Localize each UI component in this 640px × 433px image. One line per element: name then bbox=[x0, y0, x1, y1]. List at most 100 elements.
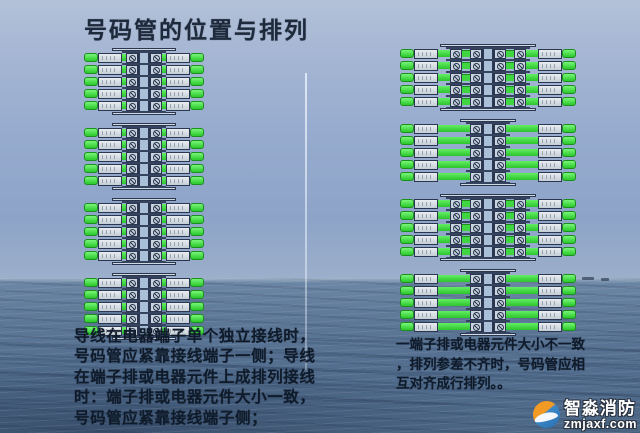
terminal-block bbox=[122, 311, 166, 326]
terminal-group bbox=[400, 269, 576, 336]
brand-logo-icon bbox=[532, 401, 560, 429]
number-tube bbox=[414, 171, 438, 182]
ship-silhouette bbox=[601, 278, 609, 281]
wire-end bbox=[190, 227, 204, 236]
number-tube bbox=[414, 198, 438, 209]
terminal-screw bbox=[514, 210, 526, 221]
number-tube bbox=[414, 273, 438, 284]
terminal-screw bbox=[514, 72, 526, 83]
wire-segment bbox=[162, 177, 166, 184]
note-left-line: 在端子排或电器元件上成排列接线 bbox=[74, 368, 316, 386]
wire-segment bbox=[526, 98, 538, 105]
terminal-block bbox=[122, 236, 166, 251]
terminal-screw bbox=[126, 301, 138, 312]
wire-end bbox=[400, 85, 414, 94]
number-tube bbox=[414, 147, 438, 158]
wiring-row bbox=[400, 244, 576, 259]
wiring-row bbox=[400, 169, 576, 184]
jumper-wire bbox=[506, 224, 514, 231]
wire-segment bbox=[506, 287, 538, 294]
wiring-row bbox=[62, 323, 226, 338]
mounting-rail bbox=[138, 200, 150, 215]
terminal-screw bbox=[150, 289, 162, 300]
terminal-screw bbox=[494, 72, 506, 83]
terminal-screw bbox=[150, 226, 162, 237]
terminal-screw bbox=[470, 123, 482, 134]
wire-end bbox=[400, 160, 414, 169]
terminal-block bbox=[446, 196, 530, 211]
mounting-rail bbox=[138, 62, 150, 77]
jumper-wire bbox=[462, 200, 470, 207]
wire-end bbox=[400, 136, 414, 145]
wire-segment bbox=[162, 90, 166, 97]
terminal-screw bbox=[150, 52, 162, 63]
wire-segment bbox=[162, 228, 166, 235]
number-tube bbox=[538, 297, 562, 308]
number-tube bbox=[166, 202, 190, 213]
terminal-block bbox=[446, 232, 530, 247]
wire-segment bbox=[438, 98, 450, 105]
wire-end bbox=[190, 101, 204, 110]
wiring-row bbox=[62, 299, 226, 314]
wire-end bbox=[562, 274, 576, 283]
terminal-screw bbox=[514, 96, 526, 107]
number-tube bbox=[166, 52, 190, 63]
terminal-screw bbox=[470, 48, 482, 59]
terminal-screw bbox=[514, 222, 526, 233]
wiring-row bbox=[62, 248, 226, 263]
number-tube bbox=[538, 234, 562, 245]
wire-segment bbox=[438, 287, 470, 294]
number-tube bbox=[98, 202, 122, 213]
terminal-screw bbox=[494, 123, 506, 134]
wiring-row bbox=[400, 220, 576, 235]
wiring-row bbox=[62, 161, 226, 176]
number-tube bbox=[538, 123, 562, 134]
terminal-block bbox=[466, 133, 510, 148]
number-tube bbox=[98, 325, 122, 336]
wire-end bbox=[400, 274, 414, 283]
wire-segment bbox=[162, 129, 166, 136]
wire-segment bbox=[162, 165, 166, 172]
wire-end bbox=[400, 49, 414, 58]
wire-end bbox=[190, 290, 204, 299]
terminal-screw bbox=[514, 198, 526, 209]
number-tube bbox=[166, 226, 190, 237]
terminal-screw bbox=[494, 309, 506, 320]
wire-segment bbox=[506, 161, 538, 168]
wiring-row bbox=[400, 82, 576, 97]
terminal-block bbox=[122, 149, 166, 164]
wiring-row bbox=[62, 200, 226, 215]
mounting-rail bbox=[482, 208, 494, 223]
jumper-wire bbox=[462, 236, 470, 243]
terminal-screw bbox=[450, 246, 462, 257]
wiring-row bbox=[62, 173, 226, 188]
wire-segment bbox=[122, 141, 126, 148]
terminal-screw bbox=[494, 147, 506, 158]
wire-end bbox=[400, 199, 414, 208]
terminal-screw bbox=[514, 60, 526, 71]
terminal-block bbox=[122, 248, 166, 263]
terminal-screw bbox=[126, 226, 138, 237]
wiring-row bbox=[62, 275, 226, 290]
terminal-block bbox=[466, 307, 510, 322]
number-tube bbox=[98, 64, 122, 75]
wire-end bbox=[190, 53, 204, 62]
wire-segment bbox=[122, 177, 126, 184]
wire-end bbox=[84, 227, 98, 236]
wire-segment bbox=[438, 149, 470, 156]
wire-segment bbox=[526, 200, 538, 207]
terminal-screw bbox=[470, 159, 482, 170]
mounting-rail bbox=[482, 295, 494, 310]
terminal-screw bbox=[150, 163, 162, 174]
wiring-row bbox=[400, 283, 576, 298]
wiring-row bbox=[62, 224, 226, 239]
watermark-domain: zmjaxf.com bbox=[563, 416, 637, 431]
terminal-screw bbox=[150, 277, 162, 288]
number-tube bbox=[166, 127, 190, 138]
terminal-screw bbox=[450, 198, 462, 209]
terminal-screw bbox=[450, 96, 462, 107]
terminal-screw bbox=[150, 238, 162, 249]
wiring-row bbox=[400, 145, 576, 160]
wire-end bbox=[84, 278, 98, 287]
